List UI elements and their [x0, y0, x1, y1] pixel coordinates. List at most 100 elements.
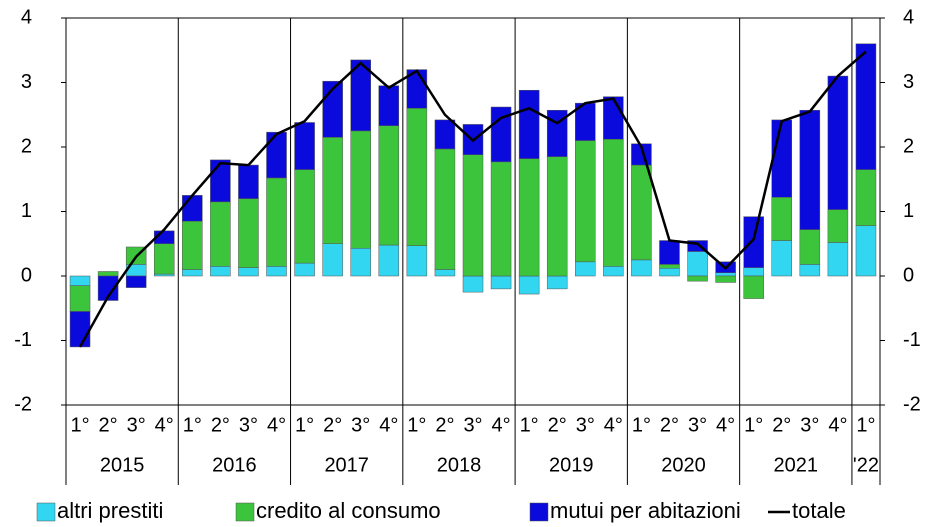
- bar-segment: [659, 268, 680, 277]
- bar-segment: [771, 119, 793, 198]
- bar-segment: [490, 275, 512, 290]
- y-tick-label: 2: [21, 135, 32, 157]
- x-tick-label: 1°: [856, 414, 875, 436]
- bar-segment: [69, 311, 91, 348]
- x-tick-label: 2°: [548, 414, 567, 436]
- bar-segment: [266, 266, 287, 277]
- bar-segment: [406, 245, 428, 277]
- legend-label: credito al consumo: [256, 498, 441, 523]
- x-tick-label: 3°: [463, 414, 482, 436]
- bar-segment: [69, 275, 91, 286]
- year-label: 2018: [437, 454, 482, 476]
- bar-segment: [771, 197, 793, 241]
- bar-segment: [238, 267, 259, 277]
- bar-segment: [434, 119, 456, 150]
- year-label: 2021: [774, 454, 819, 476]
- x-tick-label: 2°: [211, 414, 230, 436]
- bar-segment: [350, 59, 371, 132]
- bar-segment: [125, 275, 147, 288]
- x-tick-label: 3°: [239, 414, 258, 436]
- y-tick-label: 0: [21, 264, 32, 286]
- year-label: 2015: [100, 454, 145, 476]
- bar-segment: [743, 216, 764, 268]
- bar-segment: [210, 266, 231, 277]
- bar-segment: [546, 275, 568, 290]
- y-tick-label: 1: [21, 200, 32, 222]
- bar-segment: [210, 159, 231, 203]
- y-tick-label: 4: [21, 6, 32, 28]
- bar-segment: [603, 96, 624, 140]
- x-tick-label: 4°: [716, 414, 735, 436]
- bar-segment: [799, 229, 821, 265]
- bar-segment: [378, 85, 400, 126]
- bar-segment: [687, 251, 708, 277]
- y2-tick-label: 3: [903, 71, 914, 93]
- bar-segment: [378, 125, 400, 246]
- y-tick-label: -1: [14, 329, 32, 351]
- legend-label: altri prestiti: [57, 498, 163, 523]
- x-tick-label: 4°: [492, 414, 511, 436]
- bar-segment: [266, 177, 287, 267]
- bar-segment: [350, 248, 371, 277]
- x-tick-label: 4°: [155, 414, 174, 436]
- bar-segment: [462, 154, 484, 277]
- bar-segment: [631, 164, 652, 261]
- x-tick-label: 2°: [99, 414, 118, 436]
- year-label: '22: [853, 454, 879, 476]
- bar-segment: [322, 137, 343, 244]
- bar-segment: [855, 225, 877, 277]
- x-tick-label: 1°: [70, 414, 89, 436]
- bar-segment: [238, 164, 259, 199]
- bar-segment: [575, 261, 596, 277]
- bar-segment: [799, 109, 821, 230]
- legend-swatch: [36, 502, 56, 522]
- bar-segment: [659, 264, 680, 269]
- bar-segment: [518, 158, 540, 277]
- line-series: [78, 50, 867, 348]
- bar-segment: [771, 240, 793, 277]
- legend-swatch: [235, 502, 255, 522]
- bar-segment: [575, 140, 596, 263]
- bar-segment: [238, 198, 259, 268]
- bar-segment: [294, 169, 315, 264]
- y-tick-label: 3: [21, 71, 32, 93]
- bar-segment: [743, 275, 764, 299]
- x-tick-label: 4°: [604, 414, 623, 436]
- bar-segment: [855, 169, 877, 226]
- year-label: 2019: [549, 454, 594, 476]
- bar-segment: [153, 243, 175, 275]
- bar-segment: [350, 130, 371, 249]
- x-tick-label: 2°: [435, 414, 454, 436]
- x-tick-label: 4°: [267, 414, 286, 436]
- bar-segment: [490, 161, 512, 277]
- bar-segment: [210, 201, 231, 267]
- x-tick-label: 3°: [688, 414, 707, 436]
- x-tick-label: 1°: [295, 414, 314, 436]
- bar-segment: [294, 122, 315, 170]
- bar-segment: [827, 75, 849, 210]
- bar-segment: [182, 269, 203, 277]
- bar-segment: [743, 267, 764, 277]
- x-tick-label: 2°: [660, 414, 679, 436]
- x-tick-label: 1°: [407, 414, 426, 436]
- y2-tick-label: 0: [903, 264, 914, 286]
- x-tick-label: 1°: [520, 414, 539, 436]
- x-tick-label: 1°: [632, 414, 651, 436]
- bar-segment: [603, 266, 624, 277]
- bar-segment: [406, 108, 428, 246]
- bar-segment: [182, 195, 203, 222]
- legend-swatch: [529, 502, 549, 522]
- bar-segment: [69, 285, 91, 312]
- x-tick-label: 3°: [800, 414, 819, 436]
- bar-segment: [546, 156, 568, 277]
- y2-tick-label: -2: [903, 393, 921, 415]
- bar-segment: [97, 271, 119, 277]
- bar-segment: [97, 275, 119, 301]
- bar-segment: [687, 240, 708, 252]
- bar-segment: [659, 240, 680, 265]
- x-tick-label: 1°: [744, 414, 763, 436]
- bar-segment: [322, 243, 343, 277]
- legend-label: mutui per abitazioni: [550, 498, 741, 523]
- x-tick-label: 4°: [828, 414, 847, 436]
